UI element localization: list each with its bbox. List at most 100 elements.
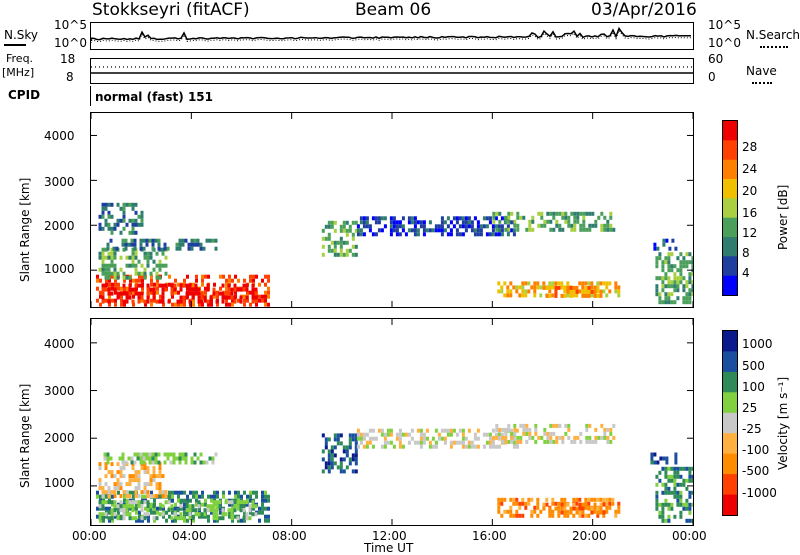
range-cell xyxy=(356,228,360,233)
range-cell xyxy=(146,263,150,268)
range-cell xyxy=(667,252,671,257)
range-cell xyxy=(113,271,117,276)
range-cell xyxy=(670,490,674,495)
range-cell xyxy=(494,432,498,437)
range-cell xyxy=(488,440,492,445)
range-cell xyxy=(201,274,204,279)
range-cell xyxy=(143,512,147,517)
range-cell xyxy=(164,500,168,505)
range-cell xyxy=(167,508,171,513)
range-cell xyxy=(428,444,432,449)
range-cell xyxy=(132,302,135,307)
range-cell xyxy=(264,494,267,499)
range-cell xyxy=(685,518,689,523)
range-cell xyxy=(164,287,168,292)
range-cell xyxy=(380,228,384,233)
range-cell xyxy=(655,276,659,281)
range-cell xyxy=(606,223,610,228)
range-cell xyxy=(516,223,520,228)
range-cell xyxy=(546,431,550,436)
range-cell xyxy=(584,505,588,510)
range-cell xyxy=(153,506,156,511)
colorbar-segment xyxy=(723,237,737,257)
range-cell xyxy=(515,509,519,514)
range-cell xyxy=(425,436,429,441)
range-cell xyxy=(413,440,417,445)
range-cell xyxy=(443,428,447,433)
range-cell xyxy=(688,288,692,293)
range-cell xyxy=(661,482,665,487)
velocity-cbar-tick: -500 xyxy=(742,464,770,478)
range-cell xyxy=(507,423,511,428)
range-cell xyxy=(549,431,553,436)
range-cell xyxy=(515,289,519,294)
range-cell xyxy=(563,289,567,294)
range-cell xyxy=(554,506,558,511)
range-cell xyxy=(104,218,108,223)
range-cell xyxy=(555,423,559,428)
range-cell xyxy=(362,232,366,237)
range-cell xyxy=(104,482,108,487)
range-cell xyxy=(416,220,420,225)
range-cell xyxy=(140,295,144,300)
range-cell xyxy=(161,263,165,268)
x-tick: 00:00 xyxy=(72,529,107,543)
velocity-ytick: 3000 xyxy=(44,384,75,398)
range-cell xyxy=(661,510,665,515)
range-cell xyxy=(603,215,607,220)
range-cell xyxy=(470,220,474,225)
range-cell xyxy=(230,508,234,513)
range-cell xyxy=(333,445,337,450)
range-cell xyxy=(261,298,264,303)
range-cell xyxy=(398,432,402,437)
range-cell xyxy=(233,508,237,513)
range-cell xyxy=(137,283,141,288)
range-cell xyxy=(231,298,234,303)
range-cell xyxy=(137,214,141,219)
range-cell xyxy=(255,494,258,499)
range-cell xyxy=(473,436,477,441)
range-cell xyxy=(419,436,423,441)
range-cell xyxy=(591,223,595,228)
range-cell xyxy=(688,300,692,305)
power-cbar-tick: 8 xyxy=(742,246,750,260)
scatter-region xyxy=(98,247,168,280)
range-cell xyxy=(491,228,495,233)
velocity-cbar-tick: 500 xyxy=(742,359,765,373)
range-cell xyxy=(114,298,117,303)
range-cell xyxy=(658,292,662,297)
range-cell xyxy=(661,502,665,507)
range-cell xyxy=(377,428,381,433)
range-cell xyxy=(371,428,375,433)
range-cell xyxy=(655,490,659,495)
range-cell xyxy=(219,274,222,279)
range-cell xyxy=(204,514,207,519)
range-cell xyxy=(549,423,553,428)
range-cell xyxy=(165,518,168,523)
range-cell xyxy=(125,504,129,509)
range-cell xyxy=(184,456,188,461)
range-cell xyxy=(653,452,657,457)
range-cell xyxy=(216,302,219,307)
range-cell xyxy=(572,497,576,502)
range-cell xyxy=(543,431,547,436)
range-cell xyxy=(107,486,111,491)
range-cell xyxy=(152,295,156,300)
range-cell xyxy=(105,298,108,303)
noise-traces xyxy=(91,26,692,43)
range-cell xyxy=(608,281,612,286)
range-cell xyxy=(425,228,429,233)
range-cell xyxy=(351,232,355,237)
range-cell xyxy=(258,298,261,303)
range-cell xyxy=(688,296,692,301)
range-cell xyxy=(133,452,137,457)
power-cbar-tick: 24 xyxy=(742,162,758,176)
range-cell xyxy=(121,452,125,457)
range-cell xyxy=(231,278,234,283)
range-cell xyxy=(154,460,158,465)
range-cell xyxy=(107,299,111,304)
range-cell xyxy=(186,274,189,279)
range-cell xyxy=(688,276,692,281)
range-cell xyxy=(371,232,375,237)
range-cell xyxy=(212,504,216,509)
